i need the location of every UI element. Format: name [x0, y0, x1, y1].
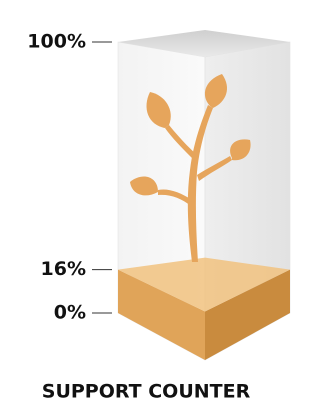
chart: SUPPORT COUNTER 0% 16% 100%	[0, 0, 293, 414]
chart-title: SUPPORT COUNTER	[42, 381, 251, 403]
y-tick-label: 100%	[27, 31, 86, 53]
y-tick-label: 16%	[41, 258, 86, 280]
y-tick-label: 0%	[54, 302, 86, 324]
gauge-box	[118, 30, 290, 360]
fill-level	[118, 258, 290, 360]
